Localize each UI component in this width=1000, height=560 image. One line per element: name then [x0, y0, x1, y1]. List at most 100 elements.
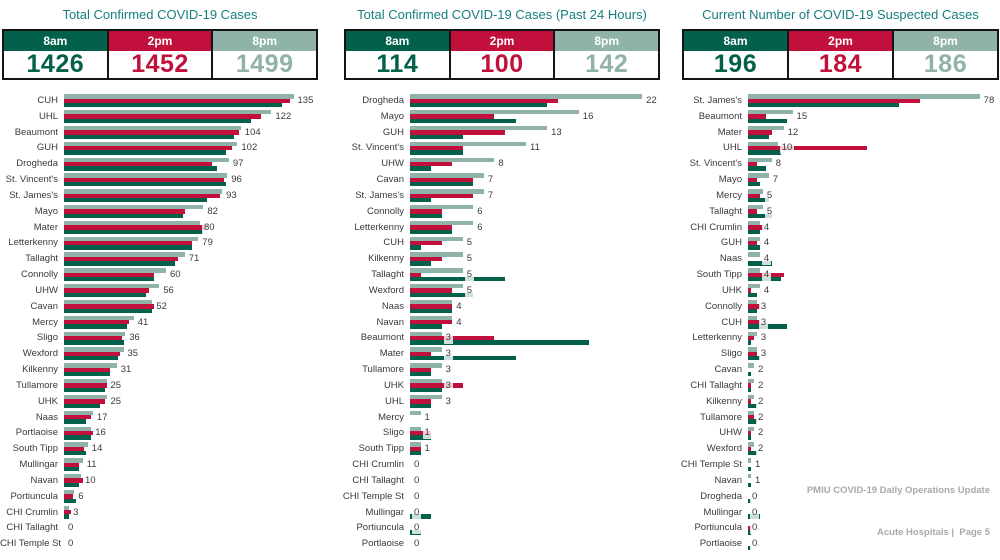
value-label: 1 [422, 442, 432, 456]
chart-row: UHL 3 [333, 394, 666, 410]
hospital-label: Tallaght [25, 253, 58, 265]
bar-2pm [410, 146, 463, 151]
bar-2pm [748, 351, 757, 357]
value-label: 93 [224, 188, 239, 202]
chart-row: Mayo 7 [666, 172, 1000, 188]
chart-row: Tullamore 2 [666, 410, 1000, 426]
value-label: 60 [168, 268, 183, 282]
hospital-label: St. Vincent's [5, 174, 58, 186]
bar-2pm [64, 462, 80, 467]
chart-row: Navan 10 [0, 473, 333, 489]
bar-8pm [64, 347, 124, 352]
bar-8pm [64, 315, 134, 321]
bar-8am [64, 387, 105, 393]
hospital-label: Drogheda [700, 490, 742, 502]
value-label: 31 [118, 363, 134, 377]
value-label: 97 [230, 157, 246, 171]
chart-row: CHI Temple St 0 [0, 536, 333, 552]
hospital-label: CHI Crumlin [352, 459, 404, 471]
bar-8pm [64, 426, 92, 431]
time-header-2pm: 2pm [450, 31, 554, 51]
bar-2pm [64, 383, 107, 388]
value-label: 3 [71, 505, 81, 519]
bar-8pm [64, 189, 223, 194]
hospital-label: South Tipp [12, 443, 58, 455]
value-label: 5 [764, 188, 775, 202]
value-label: 7 [485, 173, 496, 187]
value-label: 3 [443, 363, 453, 377]
bar-2pm [748, 446, 751, 452]
value-label: 135 [295, 94, 316, 107]
bar-8am [64, 134, 234, 139]
bar-8am [64, 514, 70, 519]
bar-group [64, 220, 207, 234]
bar-8am [64, 213, 183, 219]
total-value-8pm: 1499 [235, 50, 294, 78]
chart-row: Mayo 82 [0, 204, 333, 220]
bar-2pm [410, 304, 453, 309]
value-label: 8 [773, 157, 784, 171]
value-label: 4 [761, 268, 772, 282]
bar-8pm [410, 189, 484, 194]
value-label: 2 [755, 410, 766, 424]
bar-group [748, 236, 760, 250]
bar-2pm [410, 367, 432, 372]
hospital-label: Portiuncula [10, 490, 58, 502]
hospital-label: CUH [721, 316, 742, 328]
chart-row: St. James's 7 [333, 188, 666, 204]
chart-row: St. Vincent's 8 [666, 156, 1000, 172]
value-label: 104 [242, 125, 263, 139]
bar-8pm [64, 442, 88, 447]
bar-8pm [748, 299, 757, 305]
value-label: 10 [779, 141, 795, 155]
chart-row: Portiuncula 0 [666, 520, 1000, 536]
chart-row: Portiuncula 6 [0, 489, 333, 505]
bar-8am [64, 371, 110, 377]
hospital-label: UHL [722, 142, 742, 154]
value-label: 4 [454, 315, 464, 329]
bar-2pm [410, 240, 442, 246]
bar-8pm [748, 110, 793, 115]
bar-2pm [64, 161, 212, 167]
summary-cell-2pm: 2pm 100 [448, 29, 556, 80]
hospital-label: Sligo [36, 332, 58, 344]
bar-8pm [410, 268, 463, 273]
hospital-label: GUH [382, 126, 404, 138]
hospital-label: UHW [719, 427, 742, 439]
bar-8pm [64, 141, 238, 147]
bar-2pm [410, 320, 453, 325]
value-label: 4 [454, 299, 464, 313]
bar-group [748, 363, 754, 377]
bar-8pm [410, 125, 548, 131]
bar-8pm [410, 410, 421, 416]
bar-2pm [748, 193, 760, 198]
bar-8am [748, 466, 751, 472]
bar-group [64, 268, 166, 282]
summary-cell-8am: 8am 196 [682, 29, 789, 80]
bar-2pm [748, 240, 757, 246]
hospital-label: Tallaght [371, 269, 404, 281]
hospital-label: CHI Temple St [342, 490, 404, 502]
bar-8am [64, 261, 175, 266]
bar-8pm [64, 299, 153, 305]
bar-8am [410, 387, 442, 393]
bar-group [410, 379, 463, 393]
bar-8am [64, 245, 192, 250]
hospital-label: Portlaoise [699, 538, 742, 550]
bar-group [64, 426, 93, 440]
chart-row: GUH 13 [333, 125, 666, 141]
bar-group [410, 252, 463, 266]
bar-2pm [410, 209, 442, 214]
value-label: 3 [443, 394, 453, 408]
hospital-label: Portlaoise [15, 427, 58, 439]
bar-8am [410, 261, 432, 266]
bar-8am [748, 371, 751, 377]
bar-2pm [410, 272, 421, 277]
bar-8pm [64, 94, 294, 99]
bar-group [410, 315, 453, 329]
bar-group [64, 141, 238, 155]
bar-8pm [748, 204, 763, 210]
hospital-label: Beaumont [14, 126, 58, 138]
panel-suspected-cases: Current Number of COVID-19 Suspected Cas… [666, 0, 1000, 560]
chart-row: CUH 5 [333, 235, 666, 251]
